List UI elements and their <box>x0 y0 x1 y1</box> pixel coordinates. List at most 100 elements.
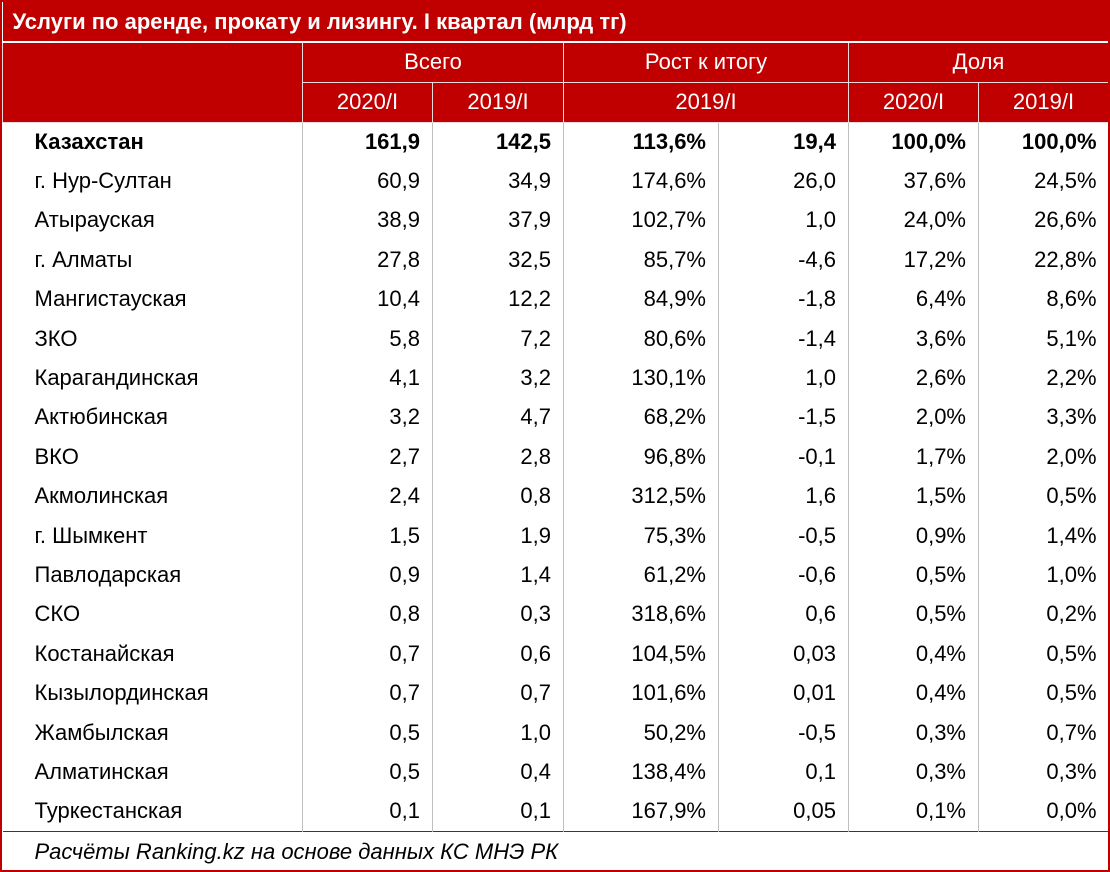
cell-value: 142,5 <box>432 122 564 162</box>
cell-value: 2,6% <box>848 358 979 398</box>
cell-value: 130,1% <box>563 358 719 398</box>
region-row: Павлодарская 0,9 1,4 61,2% -0,6 0,5% 1,0% <box>3 555 1108 595</box>
cell-value: 0,7 <box>432 673 564 713</box>
cell-value: 1,0 <box>718 358 849 398</box>
cell-value: 1,5% <box>848 476 979 516</box>
region-row: Мангистауская 10,4 12,2 84,9% -1,8 6,4% 8,6% <box>3 279 1108 319</box>
header-sub: 2020/I <box>302 81 433 123</box>
cell-value: 75,3% <box>563 515 719 556</box>
cell-value: 6,4% <box>848 279 979 319</box>
region-row: ВКО 2,7 2,8 96,8% -0,1 1,7% 2,0% <box>3 437 1108 477</box>
region-name: Жамбылская <box>34 719 169 745</box>
cell-value: 0,5% <box>848 555 979 595</box>
cell-value: 102,7% <box>563 200 719 241</box>
cell-value: 0,05 <box>718 791 849 832</box>
cell-value: -1,5 <box>718 397 849 438</box>
cell-value: 68,2% <box>563 397 719 438</box>
cell-value: 32,5 <box>432 240 564 280</box>
region-row: Атырауская 38,9 37,9 102,7% 1,0 24,0% 26,6% <box>3 200 1108 241</box>
cell-value: 19,4 <box>718 122 849 162</box>
cell-value: 5,1% <box>977 318 1108 359</box>
cell-value: 0,9 <box>302 555 433 595</box>
region-row: Карагандинская 4,1 3,2 130,1% 1,0 2,6% 2,2% <box>3 358 1108 398</box>
cell-value: 0,1 <box>718 752 849 792</box>
region-row: Акмолинская 2,4 0,8 312,5% 1,6 1,5% 0,5% <box>3 476 1108 516</box>
region-row: Актюбинская 3,2 4,7 68,2% -1,5 2,0% 3,3% <box>3 397 1108 438</box>
cell-value: 37,6% <box>848 161 979 201</box>
cell-value: 0,1 <box>432 791 564 832</box>
header-group: Рост к итогу <box>563 41 849 83</box>
cell-value: 0,6 <box>432 634 564 674</box>
region-name: Карагандинская <box>34 365 199 391</box>
region-name: Алматинская <box>34 758 169 784</box>
cell-value: 17,2% <box>848 240 979 280</box>
region-name: Актюбинская <box>34 404 168 430</box>
region-name: Костанайская <box>34 640 175 666</box>
source-note: Расчёты Ranking.kz на основе данных КС М… <box>2 830 1108 870</box>
cell-value: 3,2 <box>302 397 433 438</box>
cell-value: 113,6% <box>563 122 719 162</box>
header-blank <box>2 41 303 123</box>
cell-value: -0,5 <box>718 515 849 556</box>
region-row: г. Алматы 27,8 32,5 85,7% -4,6 17,2% 22,8% <box>3 240 1108 280</box>
header-sub: 2019/I <box>977 81 1108 123</box>
cell-value: 2,0% <box>848 397 979 438</box>
header-group: Доля <box>847 41 1108 83</box>
region-name: Туркестанская <box>34 798 183 824</box>
cell-value: 0,3 <box>432 594 564 635</box>
region-name: Мангистауская <box>34 286 187 312</box>
cell-value: 84,9% <box>563 279 719 319</box>
cell-value: 0,2% <box>977 594 1108 635</box>
header-sub: 2019/I <box>563 81 849 123</box>
cell-value: 0,4 <box>432 752 564 792</box>
cell-value: 0,3% <box>977 752 1108 792</box>
cell-value: 0,7 <box>302 673 433 713</box>
cell-value: 0,1% <box>848 791 979 832</box>
cell-value: 2,2% <box>977 358 1108 398</box>
cell-value: 100,0% <box>977 122 1108 162</box>
region-row: г. Нур-Султан 60,9 34,9 174,6% 26,0 37,6% 24,5… <box>3 161 1108 201</box>
cell-value: 0,9% <box>848 515 979 556</box>
cell-value: 2,8 <box>432 437 564 477</box>
cell-value: 60,9 <box>302 161 433 201</box>
table-title: Услуги по аренде, прокату и лизингу. I к… <box>2 2 1108 43</box>
cell-value: 26,0 <box>718 161 849 201</box>
cell-value: 1,0 <box>432 712 564 753</box>
cell-value: 2,7 <box>302 437 433 477</box>
total-row: Казахстан 161,9 142,5 113,6% 19,4 100,0% 100,0… <box>3 122 1108 162</box>
header-group: Всего <box>302 41 564 83</box>
cell-value: 0,3% <box>848 752 979 792</box>
region-name: СКО <box>34 601 81 627</box>
cell-value: 0,0% <box>977 791 1108 832</box>
cell-value: 1,5 <box>302 515 433 556</box>
cell-value: -0,1 <box>718 437 849 477</box>
cell-value: 61,2% <box>563 555 719 595</box>
cell-value: 0,5% <box>977 476 1108 516</box>
cell-value: 0,7 <box>302 634 433 674</box>
cell-value: 0,1 <box>302 791 433 832</box>
cell-value: 312,5% <box>563 476 719 516</box>
cell-value: 1,4 <box>432 555 564 595</box>
cell-value: 37,9 <box>432 200 564 241</box>
cell-value: 101,6% <box>563 673 719 713</box>
region-row: СКО 0,8 0,3 318,6% 0,6 0,5% 0,2% <box>3 594 1108 635</box>
cell-value: 167,9% <box>563 791 719 832</box>
cell-value: 24,5% <box>977 161 1108 201</box>
cell-value: 3,6% <box>848 318 979 359</box>
cell-value: 0,5% <box>848 594 979 635</box>
cell-value: 12,2 <box>432 279 564 319</box>
region-name: г. Шымкент <box>34 522 148 548</box>
cell-value: 174,6% <box>563 161 719 201</box>
cell-value: 7,2 <box>432 318 564 359</box>
region-row: ЗКО 5,8 7,2 80,6% -1,4 3,6% 5,1% <box>3 318 1108 359</box>
region-row: Жамбылская 0,5 1,0 50,2% -0,5 0,3% 0,7% <box>3 712 1108 753</box>
cell-value: 100,0% <box>848 122 979 162</box>
cell-value: 85,7% <box>563 240 719 280</box>
cell-value: 3,2 <box>432 358 564 398</box>
cell-value: 8,6% <box>977 279 1108 319</box>
region-row: Костанайская 0,7 0,6 104,5% 0,03 0,4% 0,5% <box>3 634 1108 674</box>
cell-value: 22,8% <box>977 240 1108 280</box>
cell-value: -1,8 <box>718 279 849 319</box>
